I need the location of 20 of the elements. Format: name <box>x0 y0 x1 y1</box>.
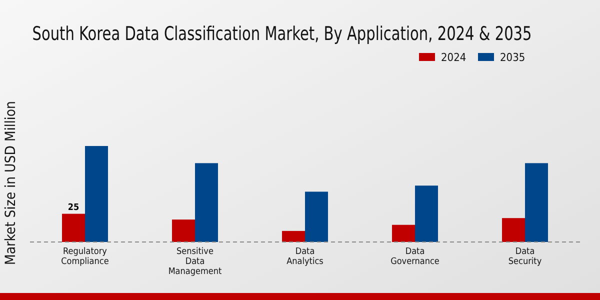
x-tick-label: Sensitive Data Management <box>168 247 222 277</box>
bar <box>415 186 438 242</box>
data-label: 25 <box>68 202 80 213</box>
x-tick-label: Data Analytics <box>286 247 324 267</box>
bar <box>525 163 548 242</box>
bar <box>282 230 305 242</box>
y-axis-title: Market Size in USD Million <box>3 100 19 266</box>
legend-label: 2024 <box>441 51 466 64</box>
x-tick-label: Data Security <box>508 247 542 267</box>
legend-label: 2035 <box>500 51 526 64</box>
bar <box>392 224 415 242</box>
bar <box>85 146 108 242</box>
bar <box>305 192 328 242</box>
bar <box>62 214 85 242</box>
x-tick-label: Regulatory Compliance <box>61 247 109 267</box>
bar <box>195 163 218 242</box>
bar <box>172 220 195 242</box>
bar <box>502 218 525 242</box>
chart-title: South Korea Data Classification Market, By Application, 2024 & 2035 <box>32 24 532 46</box>
x-tick-label: Data Governance <box>390 247 440 267</box>
